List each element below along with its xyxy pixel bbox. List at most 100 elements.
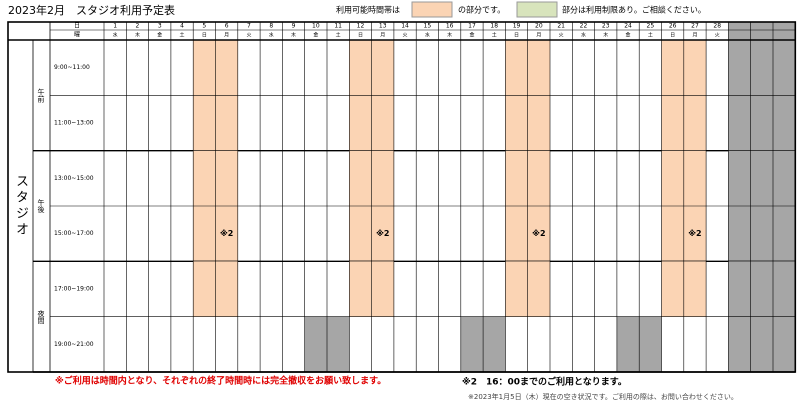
schedule-cell [193, 40, 216, 96]
day-number: 5 [202, 23, 206, 30]
schedule-cell [193, 95, 216, 151]
title: 2023年2月 スタジオ利用予定表 [8, 3, 175, 17]
cell-note: ※2 [688, 228, 701, 238]
weekday: 月 [536, 33, 541, 39]
day-number: 16 [446, 23, 454, 30]
legend-restricted-text: 部分は利用制限あり。ご相談ください。 [562, 5, 706, 15]
blocked-column [773, 261, 796, 317]
day-number: 9 [292, 23, 296, 30]
schedule-cell [215, 206, 238, 262]
schedule-cell [661, 95, 684, 151]
weekday: 火 [403, 33, 408, 39]
schedule-cell [505, 40, 528, 96]
day-number: 10 [312, 23, 320, 30]
day-number: 4 [180, 23, 184, 30]
day-number: 11 [334, 23, 342, 30]
blocked-column [750, 316, 773, 372]
schedule-cell [683, 150, 707, 206]
schedule-cell [371, 150, 394, 206]
schedule-cell [505, 206, 528, 262]
time-label: 17:00~19:00 [54, 286, 94, 293]
blocked-column [750, 40, 773, 96]
schedule-cell [371, 95, 394, 151]
schedule-cell [349, 206, 372, 262]
weekday: 月 [380, 33, 385, 39]
schedule-cell [661, 150, 684, 206]
day-number: 26 [669, 23, 677, 30]
time-label: 15:00~17:00 [54, 230, 94, 237]
blocked-column [773, 95, 796, 151]
schedule-cell [327, 316, 350, 372]
schedule-cell [349, 40, 372, 96]
weekday: 土 [336, 32, 341, 39]
weekday: 土 [492, 32, 497, 39]
schedule-cell [639, 316, 662, 372]
day-number: 7 [247, 23, 251, 30]
weekday: 金 [626, 32, 631, 39]
weekday: 日 [670, 33, 675, 39]
schedule-cell [215, 261, 238, 317]
room-label: スタジオ [13, 174, 28, 238]
time-label: 9:00~11:00 [54, 64, 90, 71]
blocked-column [750, 206, 773, 262]
schedule-cell [527, 150, 550, 206]
day-number: 13 [379, 23, 387, 30]
day-number: 8 [269, 23, 273, 30]
legend-available-box [411, 1, 453, 18]
status-note: ※2023年1月5日（木）現在の空き状況です。ご利用の際は、お問い合わせください… [468, 392, 738, 401]
legend-available-suffix: の部分です。 [458, 5, 505, 15]
weekday: 土 [180, 32, 185, 39]
blocked-column [728, 95, 751, 151]
weekday: 土 [648, 32, 653, 39]
weekday: 水 [425, 32, 430, 39]
blocked-column [750, 261, 773, 317]
day-number: 24 [624, 23, 632, 30]
schedule-cell [349, 95, 372, 151]
time-label: 13:00~15:00 [54, 175, 94, 182]
weekday: 月 [224, 33, 229, 39]
day-number: 22 [580, 23, 588, 30]
schedule-cell [371, 261, 394, 317]
weekday: 金 [469, 32, 474, 39]
schedule-cell [349, 150, 372, 206]
blocked-column [773, 206, 796, 262]
schedule-cell [460, 316, 484, 372]
day-number: 27 [691, 23, 699, 30]
day-number: 3 [158, 23, 162, 30]
blocked-column [750, 150, 773, 206]
weekday: 水 [581, 32, 586, 39]
table-border [7, 21, 797, 373]
schedule-cell [527, 206, 550, 262]
legend-restricted-box [516, 1, 558, 18]
day-number: 1 [113, 23, 117, 30]
schedule-cell [193, 150, 216, 206]
weekday: 金 [313, 32, 318, 39]
schedule-cell [527, 40, 550, 96]
blocked-column [728, 316, 751, 372]
weekday: 木 [135, 32, 140, 39]
day-number: 12 [357, 23, 365, 30]
blocked-header [773, 22, 796, 40]
day-number: 14 [401, 23, 409, 30]
schedule-cell [661, 206, 684, 262]
time-label: 19:00~21:00 [54, 341, 94, 348]
day-number: 28 [713, 23, 721, 30]
schedule-cell [683, 95, 707, 151]
day-number: 21 [557, 23, 565, 30]
weekday: 水 [269, 32, 274, 39]
day-number: 2 [136, 23, 140, 30]
schedule-cell [683, 40, 707, 96]
schedule-cell [349, 261, 372, 317]
weekday: 水 [113, 32, 118, 39]
blocked-header [728, 22, 751, 40]
period-label: 午後 [37, 198, 45, 213]
weekday: 金 [157, 32, 162, 39]
weekday-header-label: 曜 [74, 32, 80, 39]
schedule-cell [527, 95, 550, 151]
blocked-column [728, 150, 751, 206]
day-number: 19 [513, 23, 521, 30]
weekday: 日 [202, 33, 207, 39]
schedule-cell [215, 40, 238, 96]
day-number: 17 [468, 23, 476, 30]
